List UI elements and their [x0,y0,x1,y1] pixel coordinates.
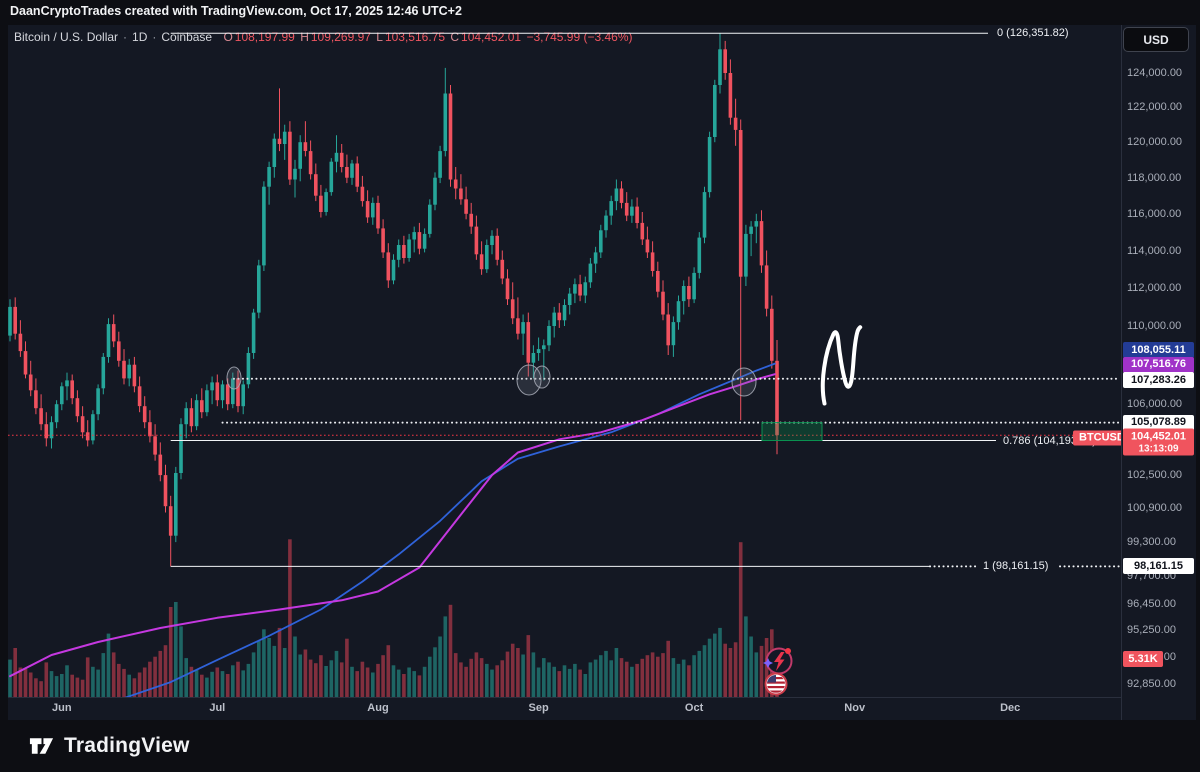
price-tick: 118,000.00 [1127,171,1182,184]
price-tick: 95,250.00 [1127,624,1176,636]
price-axis[interactable]: 124,000.00 122,000.00 120,000.00 118,000.00… [1121,25,1196,720]
price-tick: 106,000.00 [1127,398,1183,411]
price-tick: 99,300.00 [1127,536,1176,549]
low-label: L [376,30,383,44]
tradingview-logo-text: TradingView [64,734,190,757]
tradingview-logo-icon [29,738,54,754]
price-tick: 114,000.00 [1127,244,1182,257]
ma-magenta-line[interactable] [9,373,776,678]
price-tick: 120,000.00 [1127,136,1183,149]
n-drawing[interactable] [820,325,863,406]
ma-blue-line[interactable] [119,362,776,700]
countdown-timer: 13:13:09 [1138,443,1179,454]
price-tick: 122,000.00 [1127,101,1183,114]
price-tick: 100,900.00 [1127,502,1183,515]
ellipse-annotation[interactable] [226,366,242,390]
price-tick: 110,000.00 [1127,320,1182,332]
us-flag-sticker[interactable] [764,672,788,696]
time-axis-label-jul: Jul [209,702,226,714]
price-tick: 96,450.00 [1127,597,1176,610]
candles-series [8,33,779,567]
close-label: C [450,30,460,44]
price-tick: 112,000.00 [1127,281,1182,294]
time-axis-label-dec: Dec [1000,702,1021,714]
currency-toggle-usd[interactable]: USD [1123,27,1189,52]
time-axis-label-jun: Jun [52,702,72,714]
attribution-text: DaanCryptoTrades created with TradingVie… [10,4,462,18]
time-axis-label-aug: Aug [367,702,389,714]
ma-magenta-value-badge: 107,516.76 [1123,356,1194,373]
volume-series [8,539,779,697]
support-zone-box[interactable] [761,422,823,442]
interval-label[interactable]: 1D [132,30,148,44]
watermark-bar: TradingView [0,720,1200,772]
chart-pane[interactable] [8,25,1121,697]
open-label: O [223,30,233,44]
high-label: H [300,30,309,44]
volume-badge: 5.31K [1123,651,1163,667]
price-tick: 102,500.00 [1127,469,1183,482]
price-level-badge-98161: 98,161.15 [1123,558,1194,574]
price-level-badge-107283: 107,283.26 [1123,372,1194,388]
time-axis-label-nov: Nov [844,702,866,714]
time-axis-label-oct: Oct [684,702,704,714]
time-axis[interactable]: Jun Jul Aug Sep Oct Nov Dec [8,697,1121,720]
attribution-bar: DaanCryptoTrades created with TradingVie… [0,0,1200,25]
price-tick: 92,850.00 [1127,677,1176,690]
ellipse-annotation[interactable] [731,367,757,397]
time-axis-label-sep: Sep [528,702,549,714]
legend-separator: · [123,30,128,44]
ellipse-annotation[interactable] [533,365,551,389]
price-tick: 116,000.00 [1127,207,1182,220]
lightning-sticker[interactable] [763,647,793,675]
last-price-badge: 104,452.01 13:13:09 [1123,428,1194,456]
price-level-badge-105078: 105,078.89 [1123,414,1194,431]
ma-blue-value-badge: 108,055.11 [1123,342,1194,358]
symbol-name[interactable]: Bitcoin / U.S. Dollar [14,30,119,44]
legend-separator: · [152,30,157,44]
price-tick: 124,000.00 [1127,67,1183,79]
